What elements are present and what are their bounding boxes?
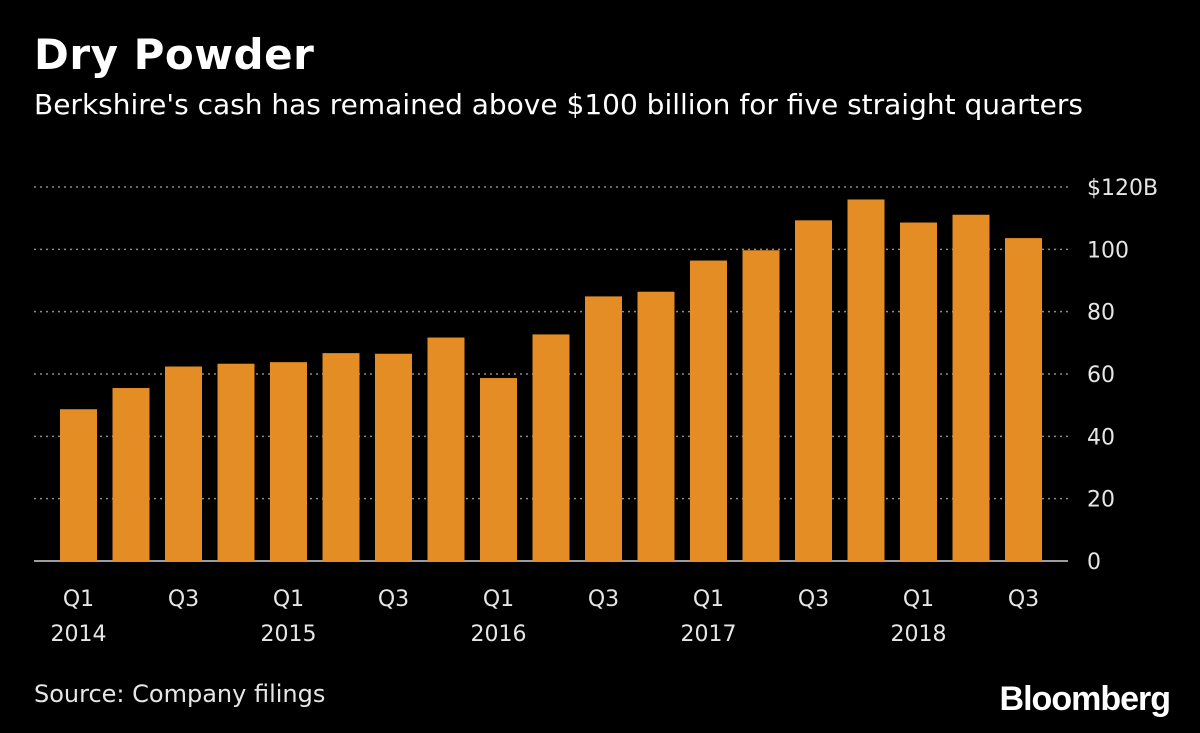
chart-title: Dry Powder xyxy=(34,30,315,79)
bar xyxy=(847,199,885,561)
bar xyxy=(427,337,465,561)
x-tick-label: Q1 xyxy=(693,587,724,612)
y-tick-label: 100 xyxy=(1087,238,1129,263)
bar xyxy=(60,409,97,561)
x-tick-label: Q3 xyxy=(378,587,409,612)
x-tick-label: Q3 xyxy=(1008,587,1039,612)
x-tick-label: Q3 xyxy=(798,587,829,612)
y-tick-label: 80 xyxy=(1087,301,1115,326)
bar xyxy=(1005,238,1042,561)
source-note: Source: Company filings xyxy=(34,680,326,708)
y-tick-label: 20 xyxy=(1087,488,1115,513)
x-tick-label: Q3 xyxy=(588,587,619,612)
x-tick-year-label: 2017 xyxy=(681,622,737,647)
x-tick-year-label: 2018 xyxy=(891,622,947,647)
y-tick-label: 60 xyxy=(1087,363,1115,388)
bar xyxy=(375,353,412,561)
bar xyxy=(900,222,937,561)
bar xyxy=(112,388,150,561)
x-tick-label: Q1 xyxy=(903,587,934,612)
bar xyxy=(480,378,517,561)
bars xyxy=(60,199,1042,562)
bar xyxy=(795,220,832,561)
x-tick-label: Q1 xyxy=(273,587,304,612)
bar xyxy=(217,363,255,561)
x-tick-label: Q1 xyxy=(63,587,94,612)
x-tick-label: Q1 xyxy=(483,587,514,612)
bar xyxy=(322,353,360,561)
bar xyxy=(165,366,202,561)
bar xyxy=(585,296,622,561)
y-axis-ticks: 0 20 40 60 80 100 $120B xyxy=(1087,176,1158,575)
y-tick-label: 40 xyxy=(1087,425,1115,450)
bar xyxy=(270,362,307,561)
x-tick-label: Q3 xyxy=(168,587,199,612)
x-tick-year-label: 2014 xyxy=(51,622,107,647)
bar xyxy=(637,291,675,561)
y-tick-label: 0 xyxy=(1087,550,1101,575)
bar xyxy=(952,214,990,561)
y-tick-label: $120B xyxy=(1087,176,1158,201)
bar xyxy=(742,250,780,562)
bar xyxy=(690,260,727,561)
bar xyxy=(532,334,570,561)
x-tick-year-label: 2015 xyxy=(261,622,317,647)
x-axis-ticks: Q1 2014 Q3 Q1 2015 Q3 Q1 2016 Q3 Q1 2017 Q3 Q1 2018 Q3 xyxy=(51,587,1040,647)
bloomberg-logo: Bloomberg xyxy=(999,680,1171,718)
x-tick-year-label: 2016 xyxy=(471,622,527,647)
chart-subtitle: Berkshire's cash has remained above $100… xyxy=(34,88,1083,121)
